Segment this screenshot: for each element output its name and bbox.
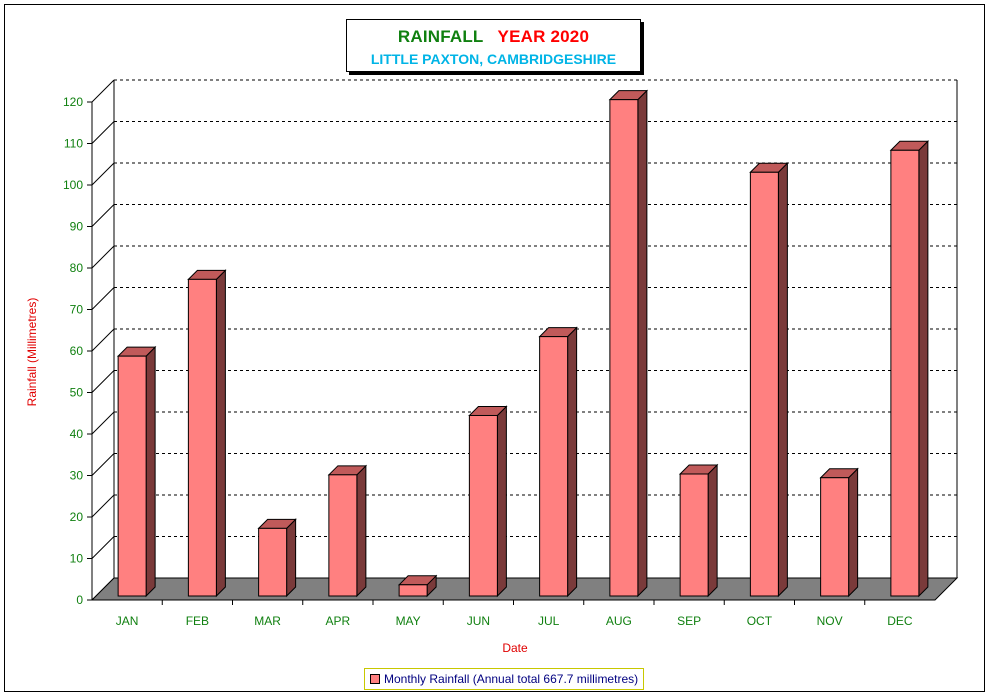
y-tick-label: 100 xyxy=(63,178,83,192)
legend-label: Monthly Rainfall (Annual total 667.7 mil… xyxy=(384,672,639,686)
axis-depth-tick xyxy=(91,328,115,352)
bar-mar xyxy=(257,518,297,598)
chart-subtitle: LITTLE PAXTON, CAMBRIDGESHIRE xyxy=(370,51,617,67)
y-tick-label: 30 xyxy=(70,469,84,483)
y-tick-label: 70 xyxy=(70,303,84,317)
title-rainfall: RAINFALL xyxy=(397,27,484,46)
y-tick-label: 50 xyxy=(70,386,84,400)
axis-depth-tick xyxy=(91,162,115,186)
x-axis-title: Date xyxy=(502,641,528,655)
bar xyxy=(398,584,428,597)
bar xyxy=(258,527,288,597)
chart-legend: Monthly Rainfall (Annual total 667.7 mil… xyxy=(364,668,645,690)
bar-dec xyxy=(889,140,930,598)
axis-depth-tick xyxy=(91,204,115,227)
bar-side xyxy=(567,326,578,598)
bar-nov xyxy=(819,467,859,598)
bar xyxy=(609,99,639,597)
x-tick-label: APR xyxy=(326,614,351,628)
y-tick-label: 80 xyxy=(70,261,84,275)
y-axis-title: Rainfall (Millimetres) xyxy=(25,298,39,407)
bars xyxy=(116,89,930,598)
chart-title: RAINFALL YEAR 2020 xyxy=(347,27,640,47)
x-tick-label: MAY xyxy=(396,614,421,628)
bar xyxy=(679,473,709,597)
axis-depth-tick xyxy=(91,370,115,393)
legend-swatch xyxy=(370,674,380,684)
bar-may xyxy=(397,574,438,598)
bar xyxy=(187,278,217,597)
x-tick-label: OCT xyxy=(747,614,773,628)
axis-depth-tick xyxy=(91,121,115,144)
axis-depth-tick xyxy=(91,79,115,103)
x-tick-label: MAR xyxy=(254,614,281,628)
x-tick-label: NOV xyxy=(817,614,843,628)
bar-side xyxy=(777,162,788,598)
bar-side xyxy=(215,269,226,598)
axis-depth-tick xyxy=(91,536,115,559)
bar-side xyxy=(848,467,859,598)
bar xyxy=(749,171,779,597)
bar xyxy=(117,355,147,597)
axis-depth-tick xyxy=(91,245,115,269)
y-tick-label: 60 xyxy=(70,344,84,358)
title-year: YEAR 2020 xyxy=(497,27,590,46)
bar-sep xyxy=(678,463,719,598)
y-tick-label: 40 xyxy=(70,427,84,441)
bar-aug xyxy=(608,89,649,598)
bar-oct xyxy=(749,162,789,598)
x-tick-label: DEC xyxy=(887,614,913,628)
bar-jul xyxy=(538,326,578,598)
x-tick-label: SEP xyxy=(677,614,701,628)
x-tick-label: JUN xyxy=(467,614,490,628)
bar xyxy=(468,414,498,597)
y-tick-label: 0 xyxy=(76,593,83,607)
bar-side xyxy=(145,345,156,598)
bar-side xyxy=(356,464,367,598)
axis-depth-tick xyxy=(91,453,115,476)
bar-side xyxy=(707,463,718,598)
y-tick-label: 10 xyxy=(70,552,84,566)
axis-depth-tick xyxy=(91,411,115,435)
bar-feb xyxy=(187,269,227,598)
x-tick-label: FEB xyxy=(186,614,209,628)
bar-jan xyxy=(116,345,157,598)
bar-apr xyxy=(327,464,368,598)
x-tick-label: JUL xyxy=(538,614,560,628)
bar xyxy=(539,336,569,597)
y-tick-label: 90 xyxy=(70,220,84,234)
bar xyxy=(890,149,920,597)
bar-side xyxy=(286,518,297,598)
bar-side xyxy=(637,89,648,598)
y-tick-label: 110 xyxy=(64,137,83,151)
bar-side xyxy=(496,405,507,598)
y-tick-label: 120 xyxy=(63,95,83,109)
axis-depth-tick xyxy=(91,287,115,310)
gridlines: 0 10 20 30 40 50 60 70 80 90 100 110 120 xyxy=(63,79,957,607)
bar xyxy=(820,477,850,597)
bar-side xyxy=(918,140,929,598)
x-tick-label: AUG xyxy=(606,614,632,628)
chart-title-box: RAINFALL YEAR 2020 LITTLE PAXTON, CAMBRID… xyxy=(346,19,641,72)
axis-depth-tick xyxy=(91,494,115,518)
y-tick-label: 20 xyxy=(70,510,84,524)
bar-jun xyxy=(468,405,508,598)
x-tick-label: JAN xyxy=(116,614,139,628)
bar xyxy=(328,474,358,597)
